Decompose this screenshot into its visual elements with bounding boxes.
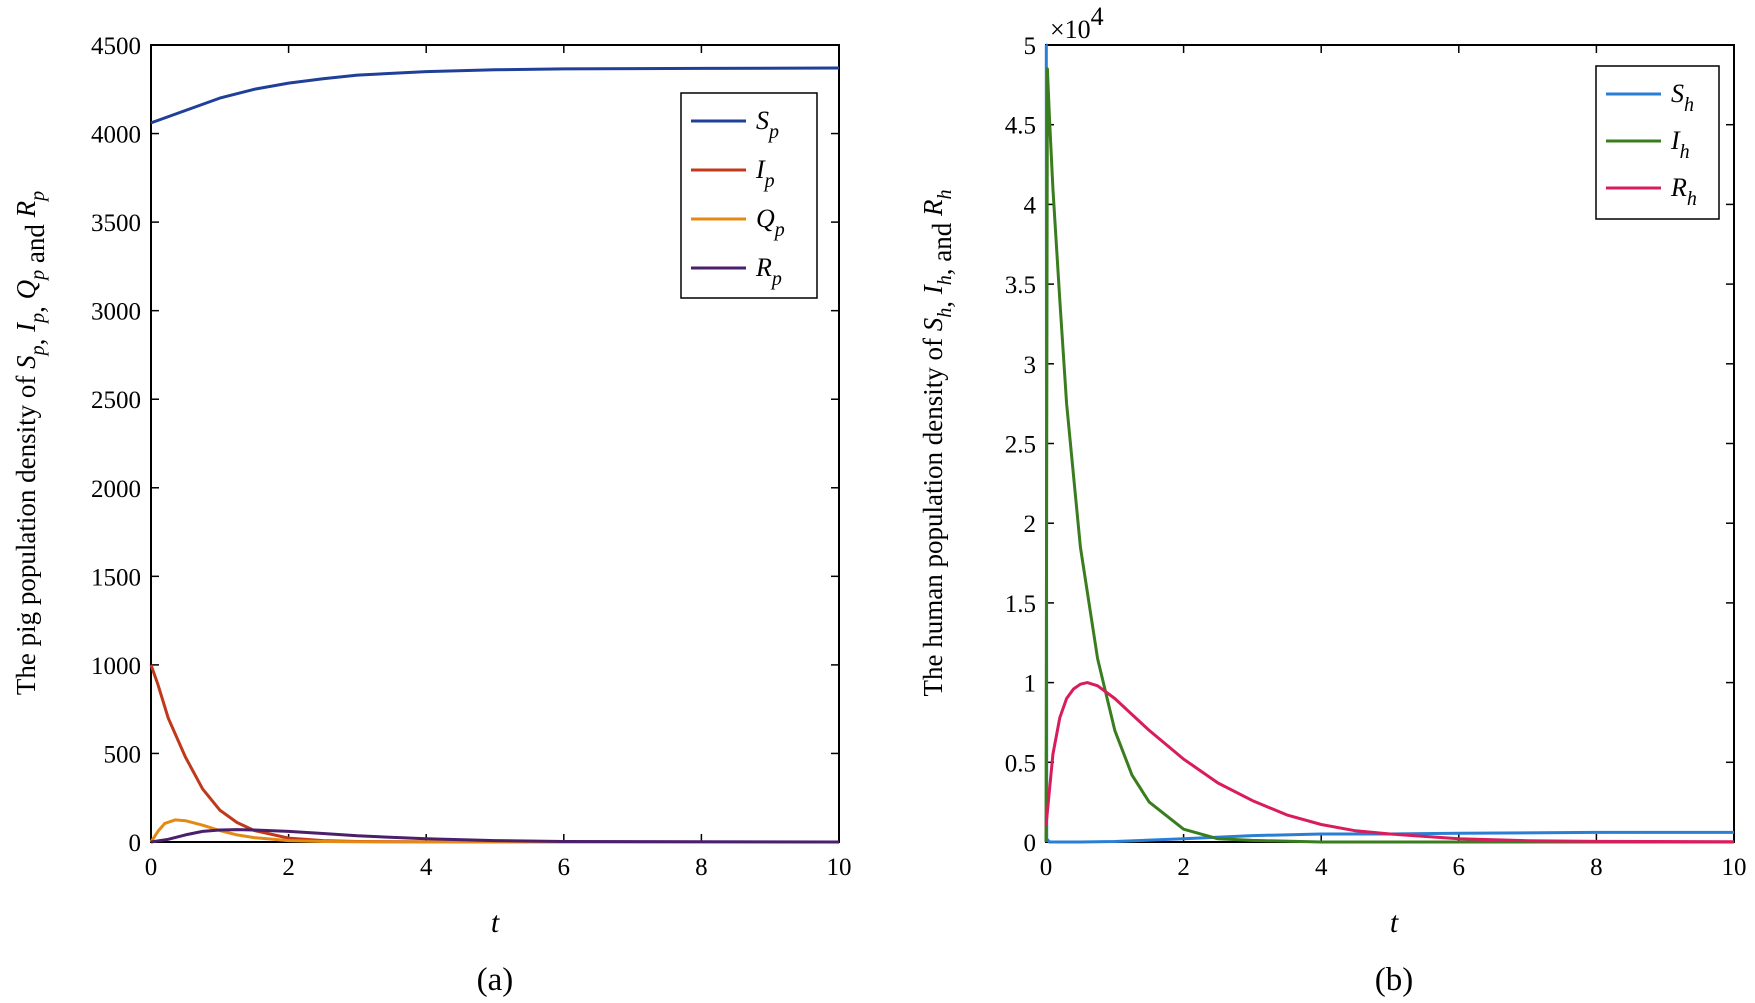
x-tick-label: 4 xyxy=(420,854,433,881)
y-tick-label: 3 xyxy=(1024,352,1037,379)
multiplier-exponent: 4 xyxy=(1091,2,1104,31)
y-tick-label: 500 xyxy=(104,741,142,768)
y-tick-label: 2500 xyxy=(91,387,141,414)
x-tick-label: 10 xyxy=(1722,854,1747,881)
legend-entry: Ih xyxy=(1670,126,1690,163)
legend-entry: Sp xyxy=(756,106,779,143)
multiplier-base: ×10 xyxy=(1050,15,1091,44)
y-axis-label-b: The human population density of Sh, Ih, … xyxy=(918,190,957,697)
x-tick-label: 4 xyxy=(1315,854,1328,881)
y-tick-label: 2000 xyxy=(91,476,141,503)
y-tick-label: 2 xyxy=(1024,511,1037,538)
y-tick-label: 0.5 xyxy=(1005,750,1036,777)
y-tick-label: 0 xyxy=(129,830,142,857)
x-tick-label: 6 xyxy=(1453,854,1466,881)
x-tick-label: 6 xyxy=(558,854,571,881)
legend-entry: Rh xyxy=(1670,173,1697,210)
x-tick-label: 0 xyxy=(1040,854,1053,881)
legend-entry: Sh xyxy=(1671,79,1694,116)
series-line-s-p xyxy=(150,66,840,125)
legend-entry: Qp xyxy=(756,204,785,241)
y-tick-label: 1500 xyxy=(91,564,141,591)
x-tick-label: 2 xyxy=(1177,854,1190,881)
series-line-r-h xyxy=(1044,681,1735,844)
legend-entry: Rp xyxy=(755,253,782,290)
y-tick-label: 4 xyxy=(1024,192,1037,219)
y-tick-label: 5 xyxy=(1024,33,1037,60)
panel-a: 0 2 4 6 8 10 0 500 1000 1500 2000 2500 3000 3500 4000 4… xyxy=(11,33,852,998)
x-tick-label: 0 xyxy=(145,854,158,881)
x-tick-label: 10 xyxy=(827,854,852,881)
series-line-r-p xyxy=(150,828,840,844)
x-tick-label: 2 xyxy=(282,854,295,881)
y-tick-label: 1 xyxy=(1024,671,1037,698)
legend-box xyxy=(680,92,818,299)
series-b xyxy=(1044,43,1735,844)
ticks-a: 0 2 4 6 8 10 0 500 1000 1500 2000 2500 3000 3500 4000 4… xyxy=(91,33,852,881)
series-line-i-h xyxy=(1044,67,1734,844)
y-tick-label: 4000 xyxy=(91,122,141,149)
y-multiplier: ×104 xyxy=(1050,2,1104,44)
series-a xyxy=(149,66,840,844)
x-tick-label: 8 xyxy=(1590,854,1603,881)
y-tick-label: 2.5 xyxy=(1005,432,1036,459)
y-tick-label: 1000 xyxy=(91,653,141,680)
y-tick-label: 4.5 xyxy=(1005,113,1036,140)
y-tick-label: 3000 xyxy=(91,299,141,326)
legend-a: Sp Ip Qp Rp xyxy=(680,92,818,299)
legend-b: Sh Ih Rh xyxy=(1595,65,1720,220)
caption-b: (b) xyxy=(1375,962,1413,998)
y-axis-label-a: The pig population density of Sp, Ip, Qp… xyxy=(11,191,50,695)
x-tick-label: 8 xyxy=(695,854,708,881)
y-tick-label: 3.5 xyxy=(1005,272,1036,299)
x-axis-label-b: t xyxy=(1390,906,1399,939)
caption-a: (a) xyxy=(477,962,514,998)
y-tick-label: 4500 xyxy=(91,33,141,60)
x-axis-label-a: t xyxy=(491,906,500,939)
y-tick-label: 3500 xyxy=(91,210,141,237)
series-line-q-p xyxy=(149,818,839,844)
y-tick-label: 1.5 xyxy=(1005,591,1036,618)
legend-entry: Ip xyxy=(755,155,775,192)
series-line-i-p xyxy=(149,664,839,844)
y-tick-label: 0 xyxy=(1024,830,1037,857)
